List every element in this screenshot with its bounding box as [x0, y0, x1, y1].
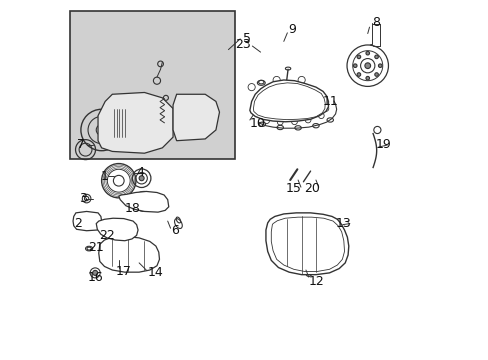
Text: 22: 22 [99, 229, 114, 242]
Circle shape [374, 73, 378, 76]
Circle shape [203, 100, 207, 105]
Text: 15: 15 [285, 183, 301, 195]
Text: 19: 19 [375, 139, 391, 152]
Circle shape [353, 64, 356, 67]
Circle shape [184, 128, 189, 133]
Text: 1: 1 [100, 170, 108, 183]
Circle shape [365, 76, 369, 80]
Circle shape [147, 131, 152, 136]
Circle shape [365, 51, 369, 55]
Circle shape [378, 64, 381, 67]
Text: 10: 10 [249, 117, 265, 130]
Polygon shape [265, 213, 348, 275]
Text: 6: 6 [171, 224, 179, 237]
Bar [70, 11, 235, 159]
Circle shape [356, 73, 360, 76]
Circle shape [364, 63, 370, 68]
Text: 14: 14 [148, 266, 163, 279]
Text: 2: 2 [74, 217, 81, 230]
Circle shape [118, 131, 124, 136]
Circle shape [93, 270, 98, 275]
Text: 9: 9 [287, 23, 295, 36]
Circle shape [184, 100, 189, 105]
Circle shape [374, 55, 378, 59]
Text: 13: 13 [335, 217, 351, 230]
Polygon shape [173, 94, 219, 141]
Polygon shape [96, 218, 138, 241]
Text: 4: 4 [136, 166, 143, 179]
Polygon shape [99, 237, 159, 272]
Text: 21: 21 [88, 241, 103, 255]
Circle shape [118, 108, 124, 113]
Polygon shape [119, 192, 168, 212]
Text: 16: 16 [87, 271, 103, 284]
Circle shape [139, 176, 144, 181]
Text: 7: 7 [77, 139, 84, 152]
Circle shape [147, 108, 152, 113]
Circle shape [203, 128, 207, 133]
Text: 23: 23 [235, 38, 250, 51]
Text: 8: 8 [372, 16, 380, 29]
Polygon shape [98, 93, 173, 153]
Text: 5: 5 [242, 32, 250, 45]
Polygon shape [73, 211, 102, 231]
Text: 11: 11 [323, 95, 338, 108]
Circle shape [356, 55, 360, 59]
Text: 17: 17 [116, 265, 131, 278]
Polygon shape [249, 80, 328, 122]
Text: 20: 20 [303, 183, 319, 195]
Text: 12: 12 [308, 275, 324, 288]
Text: 18: 18 [124, 202, 141, 215]
Text: 3: 3 [80, 192, 87, 205]
